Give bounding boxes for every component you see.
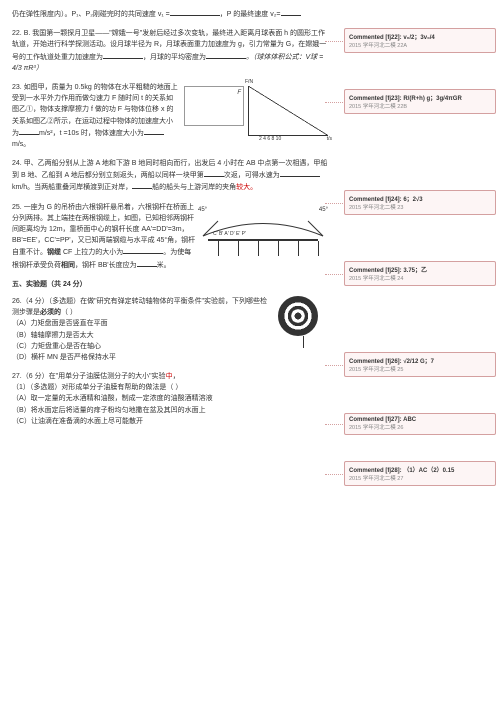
pillar — [258, 241, 259, 256]
angle-right: 45° — [319, 206, 328, 216]
comment-25[interactable]: Commented [fj25]: 3.75；乙 2015 学年河北二模 24 — [344, 261, 496, 286]
pillar — [298, 241, 299, 256]
q27-optB: （B）将水面定后将适量的痱子粉均匀地撒在盆及其凹的水面上 — [12, 407, 206, 414]
comment-27[interactable]: Commented [fj27]: ABC 2015 学年河北二模 26 — [344, 413, 496, 435]
q25: 45° 45° C' B' A' D' E' P' 25. 一座为 G 的吊桥由… — [12, 202, 328, 271]
q21-blank2 — [281, 8, 301, 16]
c26-content: √2/12 G；7 — [403, 359, 434, 365]
q21: 仍在弹性限度内）。P₁、P₂刚碰完时的共同速度 v₁ = ，P 的最终速度 v₂= — [12, 8, 328, 20]
c22-content: v₀/2；3v₀/4 — [403, 35, 434, 41]
q27-red: 中 — [166, 373, 173, 380]
q23-blank2 — [144, 127, 164, 135]
c26-sub: 2015 学年河北二模 25 — [349, 365, 491, 373]
q26-optC: （C）力矩盘重心是否在轴心 — [12, 343, 101, 350]
angle-left: 45° — [198, 206, 207, 216]
q27-text1: 在"用单分子油膜估测分子的大小"实验 — [49, 373, 166, 380]
q24-text3: km/h。当两船重叠河岸横渡到正对岸， — [12, 184, 132, 191]
c23-sub: 2015 学年河北二模 22B — [349, 102, 491, 110]
q24: 24. 甲、乙两船分别从上游 A 地和下游 B 地同时相向而行，出发后 4 小时… — [12, 158, 328, 194]
q25-text2: CF 上拉力的大小为 — [61, 249, 123, 256]
comment-23[interactable]: Commented [fj23]: R/(R+h) g；3g/4πGR 2015… — [344, 89, 496, 114]
q27-points: （6 分） — [22, 373, 49, 380]
q27-optA: （A）取一定量的无水酒精和油酸，制成一定浓度的油酸酒精溶液 — [12, 395, 213, 402]
q23-label: 23. — [12, 84, 22, 91]
q26-label: 26. — [12, 298, 22, 305]
comment-28[interactable]: Commented [fj28]: （1）AC（2）0.15 2015 学年河北… — [344, 461, 496, 486]
q26-optD: （D）横杆 MN 是否严格保持水平 — [12, 354, 116, 361]
q23: 23. 如图甲，质量为 0.5kg 的物体在水平粗糙的地面上受到一水平外力作用而… — [12, 82, 328, 150]
q26-points: （4 分） — [22, 298, 49, 305]
pillar — [278, 241, 279, 256]
c27-content: ABC — [403, 417, 416, 423]
c25-sub: 2015 学年河北二模 24 — [349, 274, 491, 282]
comment-26[interactable]: Commented [fj26]: √2/12 G；7 2015 学年河北二模 … — [344, 352, 496, 377]
q21-text1: 仍在弹性限度内）。P₁、P₂刚碰完时的共同速度 v₁ = — [12, 11, 170, 18]
q22-blank2 — [206, 51, 246, 59]
q21-blank1 — [170, 8, 220, 16]
q22-prefix: B. — [24, 30, 31, 37]
q26-optA: （A）力矩盘面是否竖直在平面 — [12, 320, 108, 327]
q27-label: 27. — [12, 373, 22, 380]
q24-blank1 — [204, 169, 224, 177]
q27-optC: （C）让油滴在准备滴的水面上尽可能散开 — [12, 418, 143, 425]
q22-label: 22. — [12, 30, 22, 37]
q24-text2: 次返，可得水速为 — [224, 172, 280, 179]
q27: 27.（6 分）在"用单分子油膜估测分子的大小"实验中， （1）（多选题）对形成… — [12, 371, 328, 427]
target-stand — [303, 336, 304, 348]
q26-target-fig — [278, 296, 328, 346]
q23-text: 23. 如图甲，质量为 0.5kg 的物体在水平粗糙的地面上受到一水平外力作用而… — [12, 82, 178, 150]
q25-bold2: 相同 — [61, 262, 75, 269]
q23-figures: 2 4 6 8 10 — [184, 86, 328, 136]
q22-text2: ，月球的平均密度为 — [143, 54, 206, 61]
q27-sub1: （1）（多选题）对形成单分子油膜有帮助的做法是（ ） — [12, 384, 182, 391]
q26-text2: （ ） — [61, 309, 77, 316]
q23-text2: m/s²，t =10s 时，物体速度大小为 — [39, 130, 144, 137]
c28-content: （1）AC（2）0.15 — [403, 468, 454, 474]
main-content: 仍在弹性限度内）。P₁、P₂刚碰完时的共同速度 v₁ = ，P 的最终速度 v₂=… — [0, 0, 340, 707]
c27-sub: 2015 学年河北二模 26 — [349, 423, 491, 431]
c24-sub: 2015 学年河北二模 23 — [349, 203, 491, 211]
comment-22[interactable]: Commented [fj22]: v₀/2；3v₀/4 2015 学年河北二模… — [344, 28, 496, 53]
bridge-labels: C' B' A' D' E' P' — [213, 230, 246, 238]
q26: 26.（4 分）（多选题）在做"研究有弹定转动轴物体的平衡条件"实验前，下列哪些… — [12, 296, 328, 363]
q23-blank1 — [19, 127, 39, 135]
q23-fig-left — [184, 86, 244, 126]
q22: 22. B. 我国第一颗探月卫星——"嫦娥一号"发射后经过多次变轨，最终进入距离… — [12, 28, 328, 74]
q27-text2: ， — [173, 373, 180, 380]
c22-sub: 2015 学年河北二模 22A — [349, 41, 491, 49]
c24-content: 6；2√3 — [403, 197, 422, 203]
pillar — [218, 241, 219, 256]
pillar — [238, 241, 239, 256]
q24-label: 24. — [12, 160, 22, 167]
comment-24[interactable]: Commented [fj24]: 6；2√3 2015 学年河北二模 23 — [344, 190, 496, 215]
c25-content: 3.75；乙 — [403, 268, 427, 274]
q21-text2: ，P 的最终速度 v₂= — [220, 11, 281, 18]
axis-tick: 2 4 6 8 10 — [259, 135, 281, 143]
q24-text4: 船的船头与上游河岸的夹角 — [152, 184, 236, 191]
q25-bold1: 钢缆 — [47, 249, 61, 256]
pillar — [318, 241, 319, 256]
q24-red: 较大。 — [236, 184, 257, 191]
q23-text3: m/s。 — [12, 141, 30, 148]
comments-panel: Commented [fj22]: v₀/2；3v₀/4 2015 学年河北二模… — [340, 0, 500, 707]
section-5-title: 五、实验题（共 24 分） — [12, 279, 328, 290]
q25-text5: 米。 — [157, 262, 171, 269]
q22-blank1 — [103, 51, 143, 59]
c28-sub: 2015 学年河北二模 27 — [349, 474, 491, 482]
c23-content: R/(R+h) g；3g/4πGR — [403, 96, 461, 102]
q26-bold: 必须的 — [40, 309, 61, 316]
q25-text4: ，钢杆 BB'长度应为 — [75, 262, 137, 269]
q24-blank2 — [280, 169, 320, 177]
page-container: 仍在弹性限度内）。P₁、P₂刚碰完时的共同速度 v₁ = ，P 的最终速度 v₂=… — [0, 0, 500, 707]
q25-blank2 — [137, 259, 157, 267]
q24-blank3 — [132, 181, 152, 189]
q25-label: 25. — [12, 204, 22, 211]
q26-optB: （B）轴轴摩擦力是否太大 — [12, 332, 94, 339]
q25-blank1 — [123, 246, 163, 254]
q25-bridge-fig: 45° 45° C' B' A' D' E' P' — [198, 206, 328, 256]
q23-fig-right: 2 4 6 8 10 — [248, 86, 328, 136]
q26-type: （多选题） — [49, 298, 81, 305]
target-icon — [278, 296, 318, 336]
